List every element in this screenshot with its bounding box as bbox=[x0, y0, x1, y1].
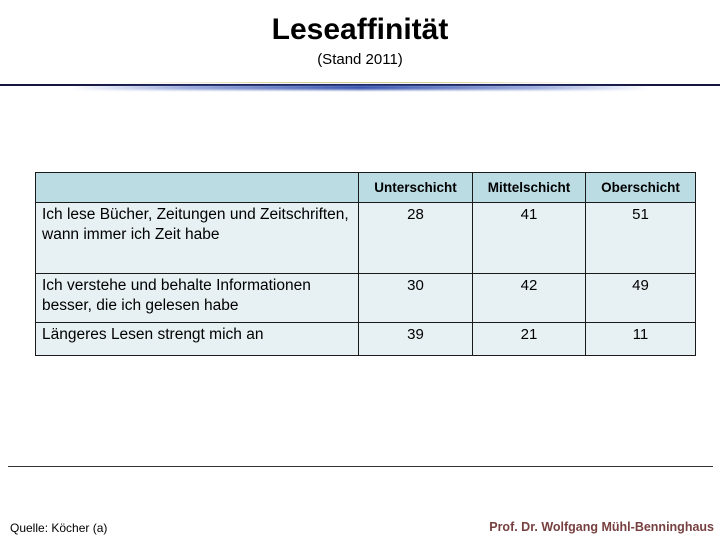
row-label: Ich verstehe und behalte Informationen b… bbox=[35, 273, 359, 323]
table-header-oberschicht: Oberschicht bbox=[585, 172, 696, 203]
page-title: Leseaffinität bbox=[271, 13, 449, 46]
cell-value: 11 bbox=[585, 322, 696, 356]
divider-gold-line bbox=[120, 82, 600, 83]
page-subtitle: (Stand 2011) bbox=[317, 51, 403, 68]
cell-value: 41 bbox=[472, 202, 586, 274]
cell-value: 21 bbox=[472, 322, 586, 356]
table-header-row: Unterschicht Mittelschicht Oberschicht bbox=[35, 172, 696, 203]
cell-value: 51 bbox=[585, 202, 696, 274]
cell-value: 49 bbox=[585, 273, 696, 323]
table-row: Ich lese Bücher, Zeitungen und Zeitschri… bbox=[35, 202, 696, 274]
row-label: Ich lese Bücher, Zeitungen und Zeitschri… bbox=[35, 202, 359, 274]
author-credit: Prof. Dr. Wolfgang Mühl-Benninghaus bbox=[489, 520, 714, 534]
divider-dark-line bbox=[0, 84, 720, 86]
cell-value: 30 bbox=[358, 273, 473, 323]
row-label: Längeres Lesen strengt mich an bbox=[35, 322, 359, 356]
source-note: Quelle: Köcher (a) bbox=[10, 521, 108, 535]
divider-blue-gradient bbox=[70, 85, 650, 90]
table-row: Längeres Lesen strengt mich an 39 21 11 bbox=[35, 322, 696, 356]
data-table: Unterschicht Mittelschicht Oberschicht I… bbox=[35, 172, 696, 356]
table-header-unterschicht: Unterschicht bbox=[358, 172, 473, 203]
table-header-empty bbox=[35, 172, 359, 203]
title-divider bbox=[0, 82, 720, 92]
table-row: Ich verstehe und behalte Informationen b… bbox=[35, 273, 696, 323]
table-header-mittelschicht: Mittelschicht bbox=[472, 172, 586, 203]
cell-value: 42 bbox=[472, 273, 586, 323]
footer-divider bbox=[8, 466, 713, 467]
cell-value: 28 bbox=[358, 202, 473, 274]
cell-value: 39 bbox=[358, 322, 473, 356]
